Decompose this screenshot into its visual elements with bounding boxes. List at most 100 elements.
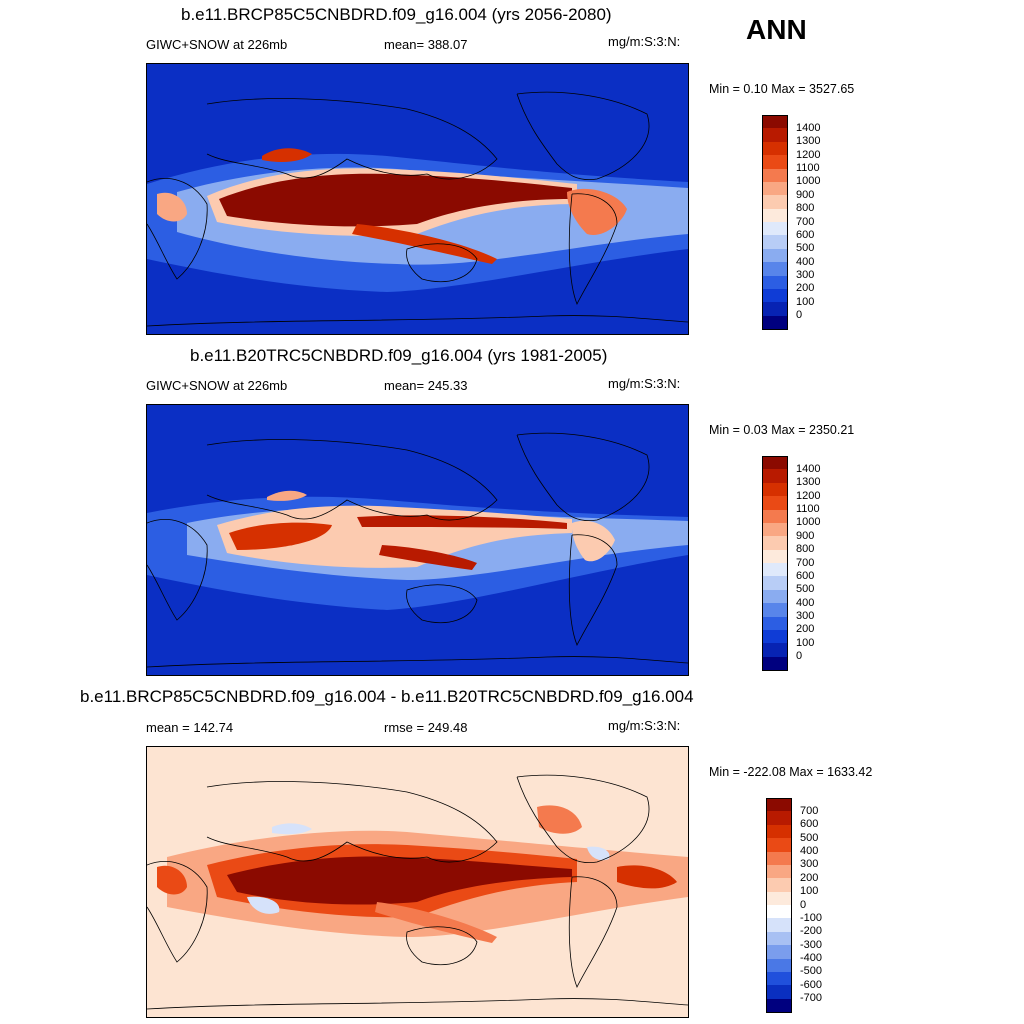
map1-coast-eurasia bbox=[206, 98, 498, 180]
colorbar-swatch bbox=[762, 496, 788, 510]
map1-tibet-patch bbox=[262, 148, 312, 162]
colorbar-swatch bbox=[762, 616, 788, 631]
colorbar-tick-label: 0 bbox=[796, 650, 803, 663]
colorbar-tick-label: 300 bbox=[796, 269, 815, 281]
colorbar-tick-label: 1300 bbox=[796, 135, 821, 148]
map2-tibet-patch bbox=[267, 490, 307, 501]
map2-coast-australia bbox=[406, 584, 478, 624]
colorbar-swatch bbox=[766, 945, 792, 959]
map2-itcz-core-north bbox=[357, 515, 567, 529]
map3-core bbox=[227, 856, 572, 905]
colorbar-tick-label: 100 bbox=[800, 885, 819, 898]
colorbar-swatch bbox=[762, 168, 788, 183]
colorbar-tick-label: 1000 bbox=[796, 516, 821, 529]
colorbar-tick-label: 700 bbox=[796, 556, 815, 569]
map3-coast-samerica bbox=[568, 876, 618, 988]
panel-2-title: b.e11.B20TRC5CNBDRD.f09_g16.004 (yrs 198… bbox=[190, 346, 608, 365]
colorbar-tick-label: 500 bbox=[800, 831, 819, 844]
colorbar-tick-label: 1400 bbox=[796, 121, 821, 134]
colorbar-swatch bbox=[766, 864, 792, 879]
colorbar-tick-label: 1200 bbox=[796, 148, 821, 161]
colorbar-tick-label: 800 bbox=[796, 202, 815, 215]
panel-1-units-label: mg/m:S:3:N: bbox=[608, 34, 681, 49]
colorbar-tick-label: 700 bbox=[800, 804, 819, 817]
colorbar-swatch bbox=[762, 656, 788, 671]
panel-2-minmax: Min = 0.03 Max = 2350.21 bbox=[709, 423, 855, 437]
colorbar-swatch bbox=[762, 222, 788, 236]
colorbar-swatch bbox=[762, 115, 788, 129]
colorbar-swatch bbox=[762, 629, 788, 644]
map2-coast-eurasia bbox=[206, 439, 498, 521]
colorbar-tick-label: 1100 bbox=[796, 162, 820, 174]
colorbar-tick-label: 1000 bbox=[796, 175, 821, 188]
colorbar-swatch bbox=[762, 456, 788, 470]
colorbar-tick-label: 500 bbox=[796, 242, 815, 255]
colorbar-swatch bbox=[766, 891, 792, 906]
colorbar-tick-label: 200 bbox=[796, 623, 815, 636]
colorbar-swatch bbox=[766, 931, 792, 946]
colorbar-swatch bbox=[762, 469, 788, 484]
map1-africa-convection bbox=[157, 192, 187, 222]
map1-spcz bbox=[352, 224, 497, 264]
colorbar-swatch bbox=[762, 509, 788, 524]
colorbar-swatch bbox=[762, 549, 788, 564]
colorbar-tick-label: -700 bbox=[800, 992, 823, 1005]
panel-3-map bbox=[146, 746, 689, 1018]
colorbar-swatch bbox=[762, 589, 788, 604]
panel-2-colorbar: 1400 1300 1200 1100 1000 900 800 700 600 500 400 30… bbox=[762, 456, 842, 671]
map3-coast-antarctica bbox=[147, 998, 688, 1010]
map3-tibet-patch bbox=[272, 823, 312, 835]
colorbar-swatch bbox=[762, 603, 788, 617]
colorbar-swatch bbox=[766, 878, 792, 893]
panel-2-map bbox=[146, 404, 689, 676]
colorbar-tick-label: 0 bbox=[796, 309, 803, 322]
colorbar-swatch bbox=[762, 181, 788, 196]
map3-africa-patch bbox=[157, 865, 187, 895]
map1-coast-africa bbox=[147, 178, 208, 280]
colorbar-swatch bbox=[762, 275, 788, 290]
map3-coast-africa bbox=[147, 861, 208, 963]
map3-negative-patch-2 bbox=[587, 846, 610, 861]
colorbar-tick-label: 400 bbox=[796, 596, 815, 609]
panel-3-mean-label: mean = 142.74 bbox=[146, 720, 234, 735]
map2-america-convection bbox=[571, 520, 615, 562]
panel-1-mean-label: mean= 388.07 bbox=[384, 37, 468, 52]
map1-coast-namerica bbox=[516, 91, 650, 181]
colorbar-swatch bbox=[766, 971, 792, 986]
panel-2-variable-label: GIWC+SNOW at 226mb bbox=[146, 378, 288, 393]
map3-coast-eurasia bbox=[206, 781, 498, 863]
colorbar-tick-label: -200 bbox=[800, 925, 823, 938]
map3-coast-australia bbox=[406, 926, 478, 966]
panel-2-mean-label: mean= 245.33 bbox=[384, 378, 468, 393]
colorbar-tick-label: 400 bbox=[796, 255, 815, 268]
map3-namerica-patch bbox=[537, 805, 582, 834]
colorbar-swatch bbox=[762, 576, 788, 591]
colorbar-swatch bbox=[762, 128, 788, 143]
colorbar-tick-label: 600 bbox=[800, 818, 819, 831]
colorbar-tick-label: -600 bbox=[800, 978, 823, 991]
panel-1-minmax: Min = 0.10 Max = 3527.65 bbox=[709, 82, 855, 96]
map1-coast-samerica bbox=[568, 193, 618, 305]
colorbar-tick-label: 900 bbox=[796, 188, 815, 201]
colorbar-swatch bbox=[762, 302, 788, 317]
colorbar-swatch bbox=[762, 235, 788, 250]
panel-3-minmax: Min = -222.08 Max = 1633.42 bbox=[709, 765, 873, 779]
colorbar-swatch bbox=[766, 824, 792, 839]
colorbar-tick-label: 200 bbox=[800, 871, 819, 884]
colorbar-swatch bbox=[766, 811, 792, 826]
panel-2-units-label: mg/m:S:3:N: bbox=[608, 376, 681, 391]
colorbar-tick-label: 600 bbox=[796, 228, 815, 241]
colorbar-tick-label: 300 bbox=[796, 610, 815, 622]
map1-coast-antarctica bbox=[147, 315, 688, 327]
map3-coast-namerica bbox=[516, 774, 650, 864]
colorbar-swatch bbox=[766, 905, 792, 919]
colorbar-tick-label: 800 bbox=[796, 543, 815, 556]
colorbar-tick-label: 300 bbox=[800, 858, 819, 871]
map2-itcz-core-west bbox=[229, 522, 332, 550]
colorbar-swatch bbox=[766, 998, 792, 1013]
colorbar-swatch bbox=[762, 315, 788, 330]
panel-1-title: b.e11.BRCP85C5CNBDRD.f09_g16.004 (yrs 20… bbox=[181, 5, 612, 24]
colorbar-swatch bbox=[762, 155, 788, 169]
panel-3-title: b.e11.BRCP85C5CNBDRD.f09_g16.004 - b.e11… bbox=[80, 687, 694, 706]
panel-1-map bbox=[146, 63, 689, 335]
